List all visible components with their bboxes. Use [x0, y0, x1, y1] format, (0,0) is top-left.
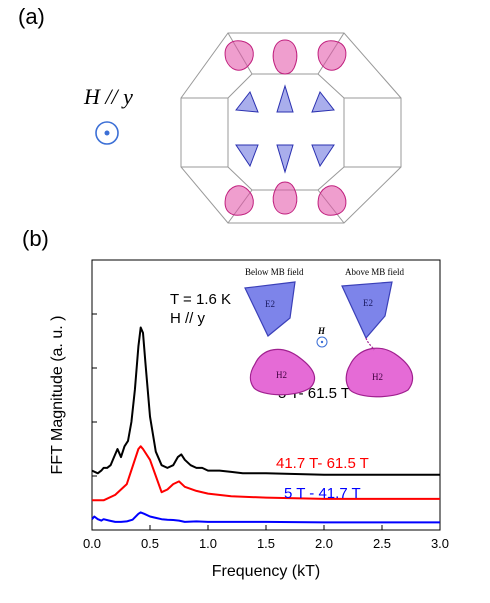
- series-lines: [91, 326, 440, 524]
- series-line-2: [91, 511, 440, 524]
- inset-left-h2-label: H2: [276, 370, 287, 380]
- inset-right-title: Above MB field: [345, 267, 404, 277]
- panel-b-label: (b): [22, 226, 49, 251]
- x-tick-label: 2.0: [315, 536, 333, 551]
- y-ticks: [92, 313, 97, 477]
- y-axis-title: FFT Magnitude (a. u. ): [49, 316, 66, 475]
- x-tick-label: 3.0: [431, 536, 449, 551]
- x-ticks: 0.0 0.5 1.0 1.5 2.0 2.5 3.0: [83, 525, 449, 551]
- field-direction-label: H // y: [84, 84, 133, 109]
- fermi-surface-figure: [95, 32, 402, 224]
- inset-left-h2-pocket: [249, 348, 316, 396]
- hole-pockets-bottom: [224, 181, 347, 216]
- x-tick-label: 1.0: [199, 536, 217, 551]
- x-tick-label: 0.0: [83, 536, 101, 551]
- inset-right-e2-pocket: [341, 281, 393, 340]
- inset-left-title: Below MB field: [245, 267, 304, 277]
- x-tick-label: 1.5: [257, 536, 275, 551]
- inset-field-dot-icon: [320, 340, 324, 344]
- field-out-of-plane-icon: [95, 121, 119, 145]
- field-annotation: H // y: [170, 310, 206, 327]
- x-axis-title: Frequency (kT): [212, 563, 320, 580]
- inset-field-symbol: H: [317, 326, 326, 336]
- electron-pockets: [235, 84, 335, 174]
- temperature-label: T = 1.6 K: [170, 291, 231, 308]
- inset-field-circle-icon: [316, 336, 328, 348]
- inset-right-h2-pocket: [345, 347, 414, 398]
- series-label-1: 41.7 T- 61.5 T: [276, 455, 369, 472]
- inset-right-e2-label: E2: [363, 298, 373, 308]
- fft-chart: 0.0 0.5 1.0 1.5 2.0 2.5 3.0 5 T- 61.5 T41.7 T-…: [49, 259, 449, 580]
- inset-right-h2-label: H2: [372, 372, 383, 382]
- breakdown-inset: Below MB field Above MB field E2 H2 H E2…: [244, 267, 414, 398]
- series-label-2: 5 T - 41.7 T: [284, 485, 361, 502]
- inset-left-e2-label: E2: [265, 299, 275, 309]
- panel-a-label: (a): [18, 4, 45, 29]
- series-line-0: [91, 326, 440, 476]
- inset-left-e2-pocket: [244, 281, 296, 337]
- x-tick-label: 2.5: [373, 536, 391, 551]
- series-labels: 5 T- 61.5 T41.7 T- 61.5 T5 T - 41.7 T: [276, 385, 369, 502]
- x-tick-label: 0.5: [141, 536, 159, 551]
- hole-pockets-top: [224, 39, 347, 75]
- inset-breakdown-link: [365, 337, 375, 351]
- series-line-1: [92, 445, 440, 502]
